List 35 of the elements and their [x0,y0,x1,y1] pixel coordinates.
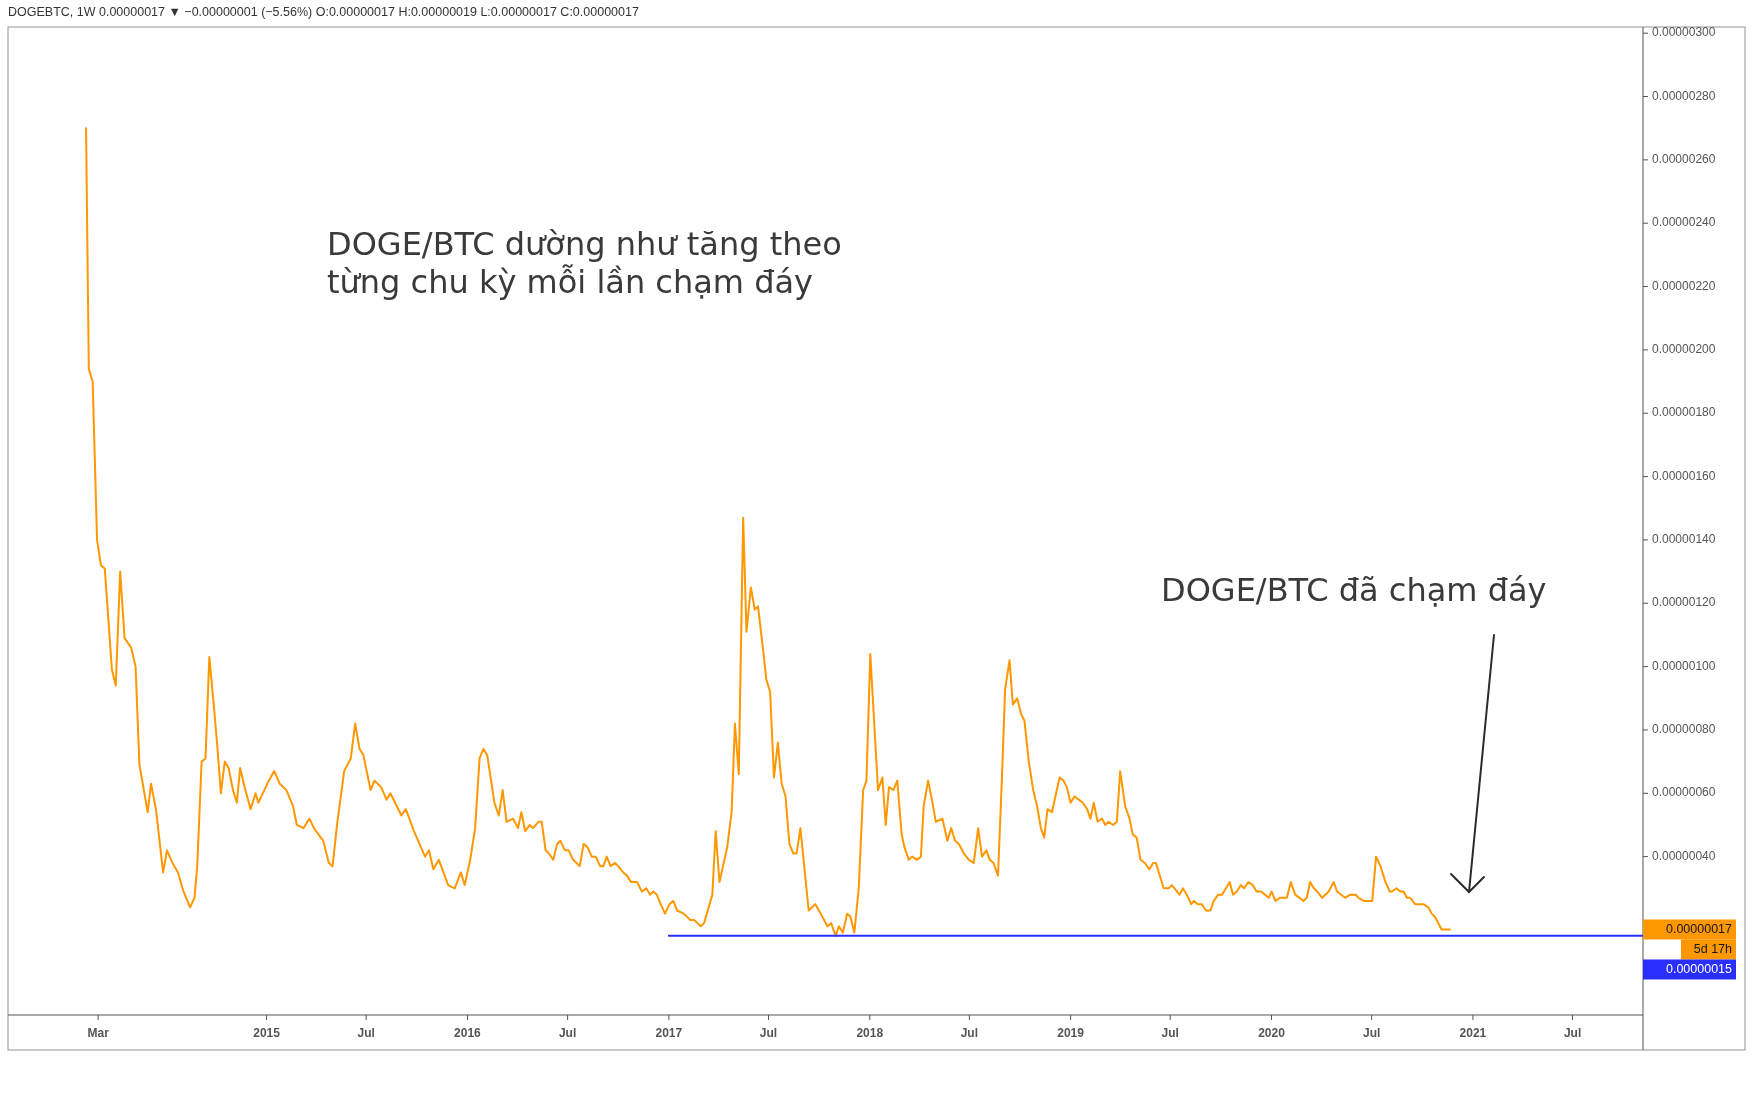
annotation: DOGE/BTC dường như tăng theo từng chu kỳ mỗi lần chạm đáy [327,225,842,301]
y-tick-label: 0.00000100 [1652,658,1716,673]
y-tick-label: 0.00000140 [1652,532,1716,547]
x-tick-label: Jul [1563,1026,1582,1040]
x-tick-label: Jul [759,1026,778,1040]
y-tick-label: 0.00000280 [1652,88,1716,103]
y-tick-label: 0.00000120 [1652,595,1716,610]
text: 5d 17h [1693,941,1733,956]
x-tick-label: Mar [87,1026,110,1040]
x-tick-label: Jul [558,1026,577,1040]
text: 0.00000015 [1665,961,1733,976]
x-tick-label: Jul [960,1026,979,1040]
y-tick-label: 0.00000260 [1652,152,1716,167]
y-tick-label: 0.00000060 [1652,785,1716,800]
x-tick-label: 2021 [1459,1026,1487,1040]
y-tick-label: 0.00000220 [1652,278,1716,293]
x-tick-label: 2018 [856,1026,884,1040]
y-tick-label: 0.00000200 [1652,342,1716,357]
x-tick-label: 2017 [655,1026,683,1040]
x-tick-label: Jul [1161,1026,1179,1040]
x-tick-label: 2020 [1258,1026,1286,1040]
x-tick-label: Jul [1363,1026,1381,1040]
y-tick-label: 0.00000300 [1652,25,1716,40]
chart-subtitle: DOGEBTC, 1W 0.00000017 ▼ −0.00000001 (−5.56%) O:0.00000017 H:0.00000019 L:0.00000017 C:0.00000017 [8,5,639,19]
annotation: DOGE/BTC đã chạm đáy [1161,571,1547,609]
y-tick-label: 0.00000040 [1652,848,1716,863]
y-tick-label: 0.00000080 [1652,722,1716,737]
x-tick-label: 2016 [454,1026,482,1040]
y-tick-label: 0.00000180 [1652,405,1716,420]
x-tick-label: 2015 [253,1026,281,1040]
x-tick-label: 2019 [1057,1026,1085,1040]
y-tick-label: 0.00000240 [1652,215,1716,230]
x-tick-label: Jul [357,1026,375,1040]
text: 0.00000017 [1665,921,1733,936]
y-tick-label: 0.00000160 [1652,468,1716,483]
